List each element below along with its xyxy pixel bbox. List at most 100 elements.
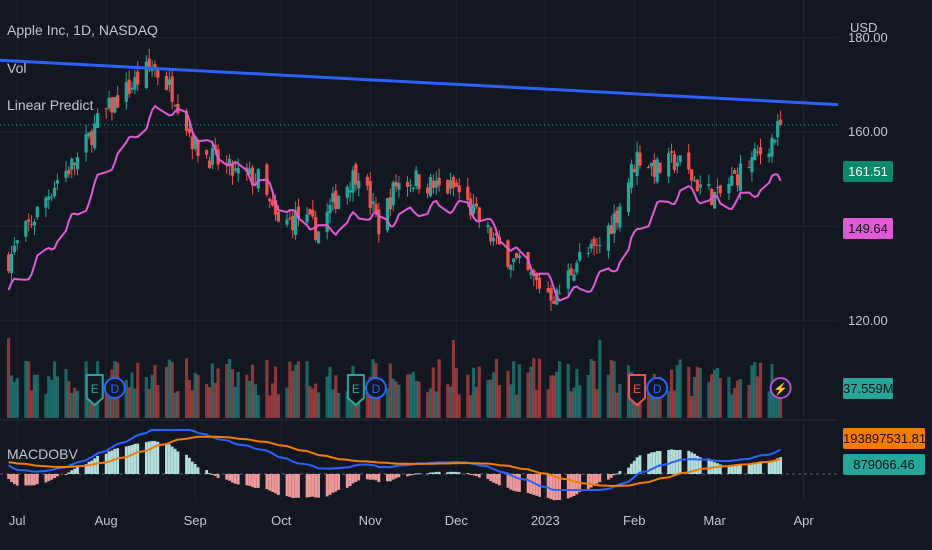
macd-histogram-bar xyxy=(107,451,111,474)
event-markers[interactable]: E D E D E D ⚡ xyxy=(85,374,792,407)
candle-body xyxy=(32,221,37,226)
volume-bar xyxy=(248,380,252,418)
candle-body xyxy=(196,141,200,156)
volume-bar xyxy=(245,374,249,418)
volume-bar xyxy=(32,374,37,418)
macd-histogram-bar xyxy=(449,471,452,474)
candle-body xyxy=(27,219,31,222)
volume-bar xyxy=(446,384,450,418)
volume-bar xyxy=(397,384,401,418)
volume-bar xyxy=(517,364,522,418)
macd-histogram-bar xyxy=(305,474,309,498)
volume-bar xyxy=(506,370,510,418)
macd-histogram-bar xyxy=(374,474,378,481)
macd-histogram-bar xyxy=(256,474,260,488)
candle-body xyxy=(95,113,100,128)
candle-body xyxy=(268,198,272,202)
macd-histogram-bar xyxy=(592,474,596,486)
volume-bar xyxy=(555,371,559,418)
macd-histogram-bar xyxy=(10,474,13,483)
volume-bars xyxy=(7,338,783,418)
macd-histogram-bar xyxy=(489,474,493,482)
macd-histogram-bar xyxy=(773,459,777,474)
svg-text:E: E xyxy=(91,382,99,396)
volume-bar xyxy=(537,358,542,418)
volume-bar xyxy=(268,395,272,418)
macd-histogram-bar xyxy=(469,474,473,475)
volume-bar xyxy=(187,380,192,418)
candle-body xyxy=(646,166,651,169)
macd-histogram-bar xyxy=(371,474,375,480)
volume-bar xyxy=(428,388,433,418)
macd-histogram-bar xyxy=(437,471,441,474)
volume-bar xyxy=(426,392,430,418)
volume-bar xyxy=(328,366,332,418)
candle-body xyxy=(469,198,473,216)
volume-bar xyxy=(70,393,74,418)
macd-histogram-bar xyxy=(165,443,168,474)
volume-bar xyxy=(104,388,108,418)
dividend-marker[interactable]: D xyxy=(103,377,126,399)
candle-body xyxy=(658,162,662,173)
macd-histogram-bar xyxy=(506,474,510,488)
svg-text:⚡: ⚡ xyxy=(773,382,788,396)
candle-body xyxy=(311,210,315,217)
macd-histogram-bar xyxy=(693,453,696,474)
candle-body xyxy=(156,68,160,78)
volume-bar xyxy=(414,380,418,418)
candle-body xyxy=(24,221,28,237)
candle-body xyxy=(773,140,777,143)
macd-histogram-bar xyxy=(532,474,536,495)
macd-histogram-bar xyxy=(110,450,114,474)
earnings-marker[interactable]: E xyxy=(85,374,104,407)
last-price-badge: 161.51 xyxy=(843,161,893,182)
candle-body xyxy=(695,179,699,192)
earnings-marker[interactable]: E xyxy=(628,374,647,407)
x-tick-label: 2023 xyxy=(531,513,560,528)
indicator-legend[interactable]: Linear Predict xyxy=(7,97,94,113)
volume-bar xyxy=(529,366,533,418)
candlesticks xyxy=(7,48,783,311)
macd-histogram-bar xyxy=(348,474,352,487)
volume-bar xyxy=(167,359,171,418)
volume-bar xyxy=(612,361,616,418)
candle-body xyxy=(116,95,120,108)
volume-bar xyxy=(718,378,722,418)
dividend-marker[interactable]: D xyxy=(646,377,669,399)
volume-bar xyxy=(205,384,209,418)
macd-histogram-bar xyxy=(716,463,719,474)
volume-bar xyxy=(233,386,237,418)
split-event-marker[interactable]: ⚡ xyxy=(769,377,792,399)
macd-histogram-bar xyxy=(268,474,272,491)
candle-body xyxy=(351,170,355,193)
volume-bar xyxy=(250,364,255,418)
candle-body xyxy=(492,237,496,242)
candle-body xyxy=(110,97,114,113)
candle-body xyxy=(575,262,579,273)
macd-histogram-bar xyxy=(377,474,381,483)
volume-bar xyxy=(710,374,714,418)
macd-histogram-bar xyxy=(113,448,117,474)
macd-histogram-bar xyxy=(225,474,229,480)
candle-body xyxy=(678,155,682,163)
earnings-marker[interactable]: E xyxy=(346,374,365,407)
chart-grid xyxy=(0,0,838,500)
svg-text:D: D xyxy=(110,382,119,396)
volume-bar xyxy=(365,384,369,418)
volume-bar xyxy=(695,366,699,418)
macd-legend[interactable]: MACDOBV xyxy=(7,446,78,462)
symbol-title[interactable]: Apple Inc, 1D, NASDAQ xyxy=(7,22,158,38)
macd-histogram-bar xyxy=(615,473,619,475)
volume-bar xyxy=(293,364,298,418)
candle-body xyxy=(718,185,722,194)
macd-histogram-bar xyxy=(210,474,214,475)
volume-bar xyxy=(437,359,441,418)
volume-legend[interactable]: Vol xyxy=(7,60,27,76)
dividend-marker[interactable]: D xyxy=(364,377,387,399)
price-tick-label: 120.00 xyxy=(848,312,888,328)
candle-body xyxy=(371,201,375,205)
candle-body xyxy=(529,271,533,275)
macd-histogram-bar xyxy=(492,474,496,483)
candle-body xyxy=(738,163,743,191)
